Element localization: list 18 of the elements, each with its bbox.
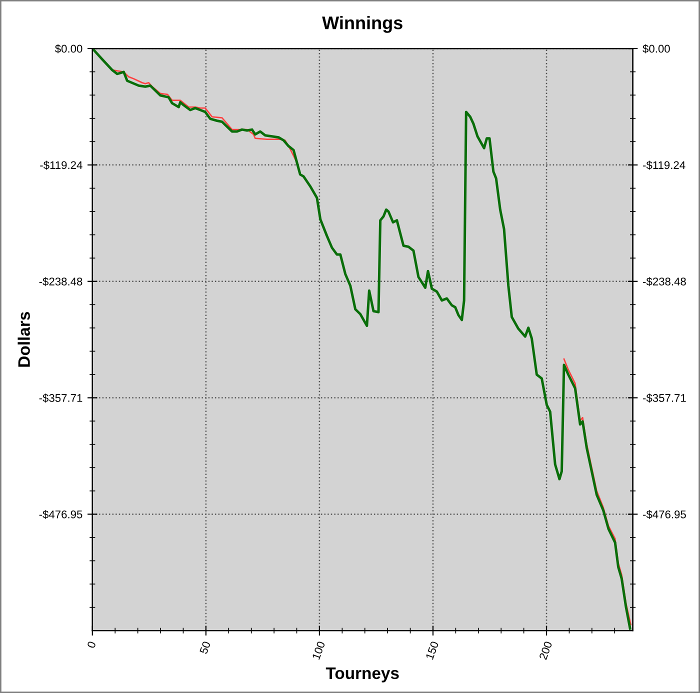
y-tick-label: $0.00 xyxy=(54,44,82,54)
y-tick-label: -$476.95 xyxy=(39,510,82,519)
chart-title: Winnings xyxy=(322,16,402,33)
y2-tick-label: -$357.71 xyxy=(643,394,686,403)
x-tick-label: 0 xyxy=(86,640,96,649)
y-tick-label: -$119.24 xyxy=(40,160,82,170)
y2-tick-label: -$476.95 xyxy=(643,510,686,519)
y-tick-label: -$238.48 xyxy=(39,277,82,286)
x-tick-label: 150 xyxy=(426,640,439,660)
y-tick-label: -$357.71 xyxy=(39,394,82,403)
y2-tick-label: $0.00 xyxy=(642,44,670,54)
y-axis-title: Dollars xyxy=(18,312,30,367)
y2-tick-label: -$238.48 xyxy=(643,277,686,286)
x-tick-label: 100 xyxy=(312,640,326,660)
x-tick-label: 50 xyxy=(199,640,211,654)
y2-tick-label: -$119.24 xyxy=(643,160,686,170)
x-axis-title: Tourneys xyxy=(326,667,399,682)
x-tick-label: 200 xyxy=(538,640,552,660)
